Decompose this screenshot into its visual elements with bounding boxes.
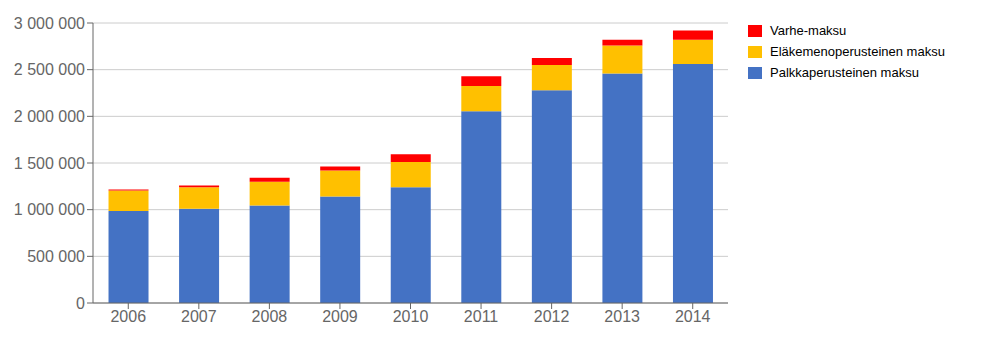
- svg-text:3 000 000: 3 000 000: [14, 15, 85, 32]
- html-text:Varhe-maksu: Varhe-maksu: [770, 23, 847, 38]
- svg-text:2013: 2013: [604, 308, 640, 325]
- svg-text:2012: 2012: [534, 308, 570, 325]
- svg-text:1 000 000: 1 000 000: [14, 201, 85, 218]
- svg-text:2006: 2006: [110, 308, 146, 325]
- svg-text:2 500 000: 2 500 000: [14, 61, 85, 78]
- svg-text:500 000: 500 000: [27, 248, 85, 265]
- svg-text:1 500 000: 1 500 000: [14, 155, 85, 172]
- svg-text:2008: 2008: [252, 308, 288, 325]
- svg-text:2 000 000: 2 000 000: [14, 108, 85, 125]
- svg-text:2011: 2011: [464, 308, 499, 325]
- html-text:Eläkemenoperusteinen maksu: Eläkemenoperusteinen maksu: [770, 44, 945, 59]
- svg-text:0: 0: [76, 295, 85, 312]
- svg-text:2010: 2010: [393, 308, 429, 325]
- svg-text:2007: 2007: [181, 308, 217, 325]
- svg-text:2009: 2009: [322, 308, 358, 325]
- html-text:Palkkaperusteinen maksu: Palkkaperusteinen maksu: [770, 65, 919, 80]
- svg-text:2014: 2014: [675, 308, 711, 325]
